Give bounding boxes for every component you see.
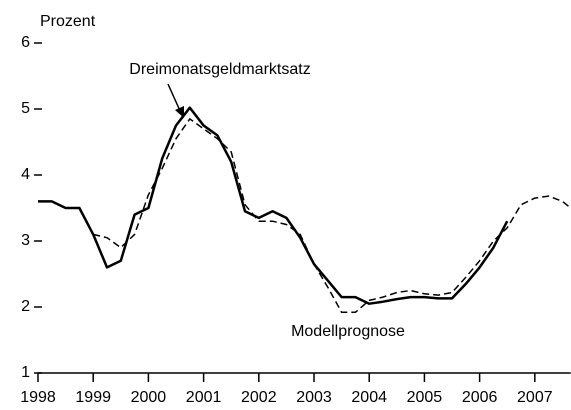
annotation-arrow <box>167 83 182 114</box>
series-annotation: Modellprognose <box>291 323 405 340</box>
x-tick-label: 2003 <box>296 389 332 406</box>
x-tick-label: 1998 <box>20 389 56 406</box>
x-tick-label: 2001 <box>186 389 222 406</box>
y-axis-label: Prozent <box>40 13 96 30</box>
series-line <box>38 106 509 305</box>
series-annotation: Dreimonatsgeldmarktsatz <box>129 61 310 78</box>
y-tick-label: 4 <box>21 166 30 183</box>
y-tick-label: 2 <box>21 298 30 315</box>
y-tick-label: 5 <box>21 100 30 117</box>
y-tick-label: 3 <box>21 232 30 249</box>
y-tick-label: 1 <box>21 364 30 381</box>
x-tick-label: 2000 <box>131 389 167 406</box>
x-tick-label: 1999 <box>75 389 111 406</box>
x-tick-label: 2007 <box>517 389 553 406</box>
series-line <box>93 118 571 314</box>
x-tick-label: 2004 <box>351 389 387 406</box>
x-tick-label: 2002 <box>241 389 277 406</box>
x-tick-label: 2005 <box>407 389 443 406</box>
y-tick-label: 6 <box>21 34 30 51</box>
arrow-head <box>175 106 184 118</box>
x-tick-label: 2006 <box>462 389 498 406</box>
